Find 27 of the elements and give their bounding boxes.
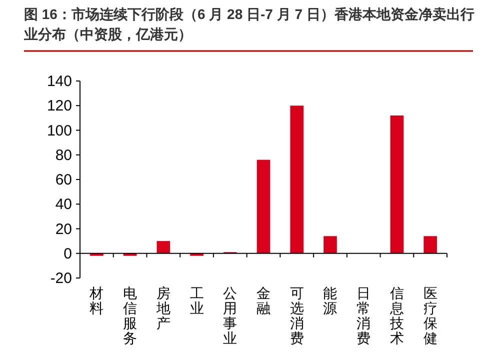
x-tick-label: 能源 [323,285,338,316]
x-tick-label: 金融 [256,285,270,316]
bar [290,106,304,254]
y-tick-label: -20 [50,270,72,287]
y-tick-label: 80 [55,146,72,164]
bar [256,160,270,254]
bar [324,236,337,254]
x-tick-label: 医疗保健 [423,285,438,346]
x-tick-label: 信息技术 [388,285,404,346]
x-tick-label: 电信服务 [123,285,138,346]
bar [390,115,404,254]
y-tick-label: 60 [55,172,72,188]
y-tick-label: 120 [46,98,72,115]
x-tick-label: 可选消费 [290,285,304,346]
y-tick-label: 0 [64,245,72,262]
y-tick-label: 140 [46,73,72,90]
x-tick-label: 日常消费 [356,285,371,346]
x-tick-label: 房地产 [155,285,170,331]
x-tick-label: 工业 [190,285,204,316]
x-tick-label: 公用事业 [223,285,238,346]
y-tick-label: 40 [55,196,72,214]
y-tick-label: 20 [55,220,72,238]
bar [156,241,170,254]
bar [424,236,437,254]
chart-title: 图 16：市场连续下行阶段（6 月 28 日-7 月 7 日）香港本地资金净卖出行业分布（中资股，亿港元） [24,5,476,44]
y-tick-label: 100 [46,122,72,140]
x-tick-label: 材料 [88,285,104,316]
